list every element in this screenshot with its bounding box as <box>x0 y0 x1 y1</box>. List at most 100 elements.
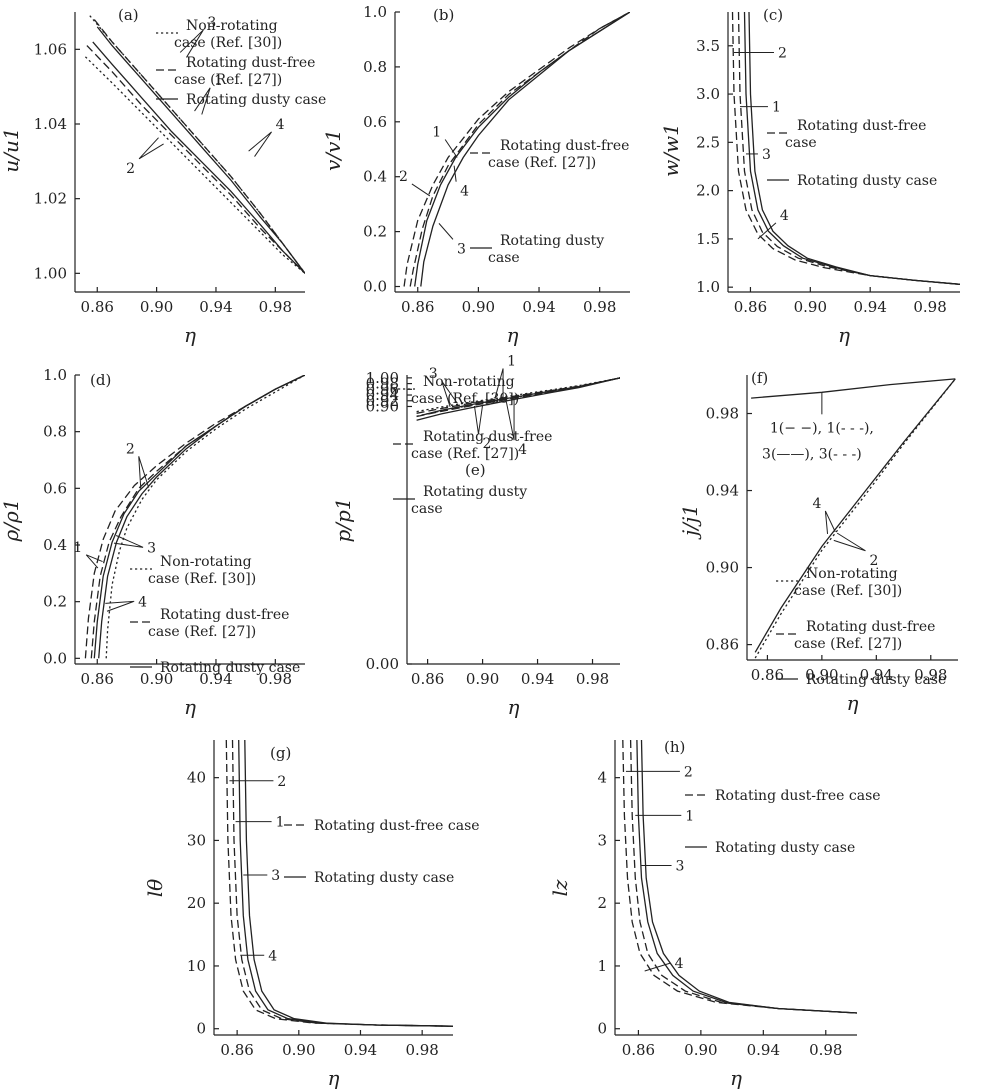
x-tick-label: 0.86 <box>81 298 114 316</box>
callout-label: 4 <box>268 948 277 964</box>
callout-label: 3 <box>762 147 771 163</box>
series-group <box>416 377 620 421</box>
chart-panel: 0.86 0.90 0.94 0.98 0.0 0.2 0.4 0.6 0.8 1.0 η v/v1 (… <box>321 3 630 347</box>
callout-pointer <box>113 535 144 548</box>
y-tick-label: 2 <box>597 894 607 912</box>
callout-label: 1 <box>772 100 781 116</box>
legend-label: Rotating dusty case <box>806 672 946 688</box>
series-line <box>244 740 453 1027</box>
x-tick-label: 0.86 <box>411 670 444 688</box>
legend-label: case (Ref. [27]) <box>148 624 256 640</box>
callout-label: 1 <box>73 540 82 556</box>
x-tick-label: 0.94 <box>522 298 555 316</box>
y-tick-label: 2.0 <box>696 182 720 200</box>
callout-label: 1 <box>685 808 694 824</box>
series-group <box>84 15 305 274</box>
legend-label: case (Ref. [30]) <box>174 35 282 51</box>
x-tick-label: 0.98 <box>809 1041 842 1059</box>
callout-pointer <box>824 510 836 535</box>
x-tick-label: 0.98 <box>914 666 947 684</box>
x-tick-label: 0.98 <box>913 298 946 316</box>
legend-label: case <box>411 501 443 517</box>
y-tick-label: 0.2 <box>43 593 67 611</box>
legend-label: Rotating dust-free <box>797 118 926 134</box>
callout-label: 3 <box>429 366 438 382</box>
y-axis-label: j/j1 <box>678 504 702 540</box>
y-tick-label: 0.8 <box>363 58 387 76</box>
y-tick-label: 0.0 <box>43 649 67 667</box>
x-axis-label: η <box>328 1066 340 1089</box>
series-line <box>743 12 960 285</box>
callout-pointer <box>179 29 204 58</box>
legend-label: Rotating dusty case <box>186 92 326 108</box>
x-tick-label: 0.90 <box>462 298 495 316</box>
series-line <box>414 12 630 287</box>
y-tick-label: 0.98 <box>706 405 739 423</box>
x-tick-label: 0.94 <box>747 1041 780 1059</box>
legend-label: Rotating dusty case <box>160 660 300 676</box>
legend-label: case (Ref. [27]) <box>488 155 596 171</box>
y-tick-label: 0.8 <box>43 423 67 441</box>
y-tick-label: 4 <box>597 769 607 787</box>
callout-label: 4 <box>812 496 821 512</box>
y-tick-label: 0.00 <box>366 655 399 673</box>
series-line <box>416 377 620 418</box>
callout-pointer <box>194 87 211 115</box>
y-tick-label: 1.02 <box>34 190 67 208</box>
callout-pointer <box>85 554 103 569</box>
series-line <box>96 26 305 274</box>
callout-label: 2 <box>869 553 878 569</box>
legend-label: case (Ref. [30]) <box>148 571 256 587</box>
legend-label: case (Ref. [27]) <box>411 446 519 462</box>
callout-label: 3 <box>147 540 156 556</box>
x-tick-label: 0.94 <box>344 1041 377 1059</box>
x-tick-label: 0.98 <box>259 298 292 316</box>
y-tick-label: 1.5 <box>696 230 720 248</box>
legend-label: Rotating dusty case <box>314 870 454 886</box>
panel-tag: (b) <box>433 6 454 24</box>
y-axis-label: w/w1 <box>659 123 683 177</box>
legend-label: case (Ref. [27]) <box>174 72 282 88</box>
callout-pointer <box>644 962 671 972</box>
x-tick-label: 0.90 <box>794 298 827 316</box>
panel-tag: (f) <box>751 369 768 387</box>
series-line <box>751 378 956 399</box>
legend-label: Rotating dust-free <box>186 55 315 71</box>
y-tick-label: 1.0 <box>363 3 387 21</box>
callout-label: 1 <box>276 815 285 831</box>
chart-panel: 0.86 0.90 0.94 0.98 0 10 20 30 40 η lθ (g) 2 1 3 4 Rotat… <box>143 740 480 1089</box>
panel-tag: (e) <box>465 461 486 479</box>
x-tick-label: 0.86 <box>622 1041 655 1059</box>
x-tick-label: 0.90 <box>282 1041 315 1059</box>
callout-label: 1 <box>432 124 441 140</box>
y-tick-label: 30 <box>187 831 206 849</box>
chart-panel: 0.86 0.90 0.94 0.98 0.86 0.90 0.94 0.98 η j/j1 (f)… <box>678 369 958 715</box>
series-line <box>84 56 305 274</box>
legend-label: Rotating dusty case <box>797 173 937 189</box>
series-line <box>93 375 305 659</box>
y-tick-label: 1.00 <box>34 264 67 282</box>
callout-label: 1 <box>507 353 516 369</box>
legend-label: case (Ref. [30]) <box>794 583 902 599</box>
callout-label: 4 <box>460 184 469 200</box>
legend-label: Rotating dust-free <box>160 607 289 623</box>
y-tick-label: 0.0 <box>363 278 387 296</box>
panel-tag: (g) <box>270 744 291 762</box>
series-line <box>92 41 305 274</box>
y-tick-label: 0.96 <box>366 380 399 398</box>
legend-label: Rotating dusty <box>500 233 604 249</box>
chart-panel: 0.86 0.90 0.94 0.98 0.0 0.2 0.4 0.6 0.8 1.0 η ρ/ρ1 (… <box>0 366 305 719</box>
legend-label: Non-rotating <box>806 566 898 582</box>
legend-label: Rotating dust-free case <box>314 818 480 834</box>
callout-label: 2 <box>482 436 491 452</box>
x-axis-label: η <box>838 323 850 347</box>
annotation-label: 1(− −), 1(- - -), <box>770 420 874 436</box>
x-axis-label: η <box>847 691 859 715</box>
chart-panel: 0.86 0.90 0.94 0.980.000.900.920.940.960.98… <box>331 353 620 719</box>
y-tick-label: 1.06 <box>34 40 67 58</box>
callout-label: 2 <box>126 441 135 457</box>
y-tick-label: 1 <box>597 957 607 975</box>
callout-label: 2 <box>399 169 408 185</box>
x-tick-label: 0.90 <box>140 670 173 688</box>
